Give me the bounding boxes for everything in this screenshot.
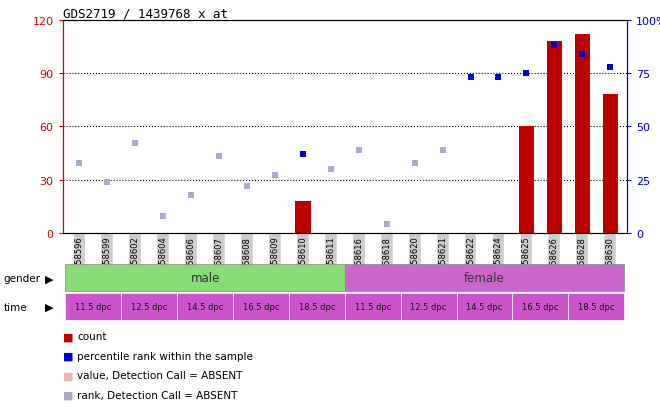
Text: 18.5 dpc: 18.5 dpc — [299, 302, 335, 311]
Text: ▶: ▶ — [45, 302, 53, 312]
Text: male: male — [191, 271, 220, 284]
Text: 18.5 dpc: 18.5 dpc — [578, 302, 614, 311]
Bar — [568, 293, 624, 320]
Text: 11.5 dpc: 11.5 dpc — [75, 302, 112, 311]
Text: 14.5 dpc: 14.5 dpc — [467, 302, 503, 311]
Text: rank, Detection Call = ABSENT: rank, Detection Call = ABSENT — [77, 390, 238, 400]
Text: 12.5 dpc: 12.5 dpc — [131, 302, 168, 311]
Text: 12.5 dpc: 12.5 dpc — [411, 302, 447, 311]
Bar — [65, 264, 345, 291]
Bar — [512, 293, 568, 320]
Bar — [295, 202, 311, 233]
Bar — [575, 35, 590, 233]
Text: count: count — [77, 332, 107, 342]
Text: ■: ■ — [63, 332, 73, 342]
Text: 11.5 dpc: 11.5 dpc — [354, 302, 391, 311]
Text: female: female — [464, 271, 505, 284]
Text: value, Detection Call = ABSENT: value, Detection Call = ABSENT — [77, 370, 243, 380]
Text: 14.5 dpc: 14.5 dpc — [187, 302, 223, 311]
Bar — [178, 293, 233, 320]
Text: gender: gender — [3, 274, 40, 284]
Text: ■: ■ — [63, 351, 73, 361]
Text: ■: ■ — [63, 370, 73, 380]
Bar — [457, 293, 512, 320]
Bar — [519, 127, 534, 233]
Bar — [603, 95, 618, 233]
Text: 16.5 dpc: 16.5 dpc — [243, 302, 279, 311]
Text: ▶: ▶ — [45, 274, 53, 284]
Bar — [401, 293, 457, 320]
Bar — [121, 293, 178, 320]
Bar — [233, 293, 289, 320]
Bar — [65, 293, 121, 320]
Bar — [345, 264, 624, 291]
Bar — [289, 293, 345, 320]
Bar — [345, 293, 401, 320]
Text: GDS2719 / 1439768_x_at: GDS2719 / 1439768_x_at — [63, 7, 228, 19]
Bar — [546, 42, 562, 233]
Text: percentile rank within the sample: percentile rank within the sample — [77, 351, 253, 361]
Text: time: time — [3, 302, 27, 312]
Text: ■: ■ — [63, 390, 73, 400]
Text: 16.5 dpc: 16.5 dpc — [522, 302, 558, 311]
